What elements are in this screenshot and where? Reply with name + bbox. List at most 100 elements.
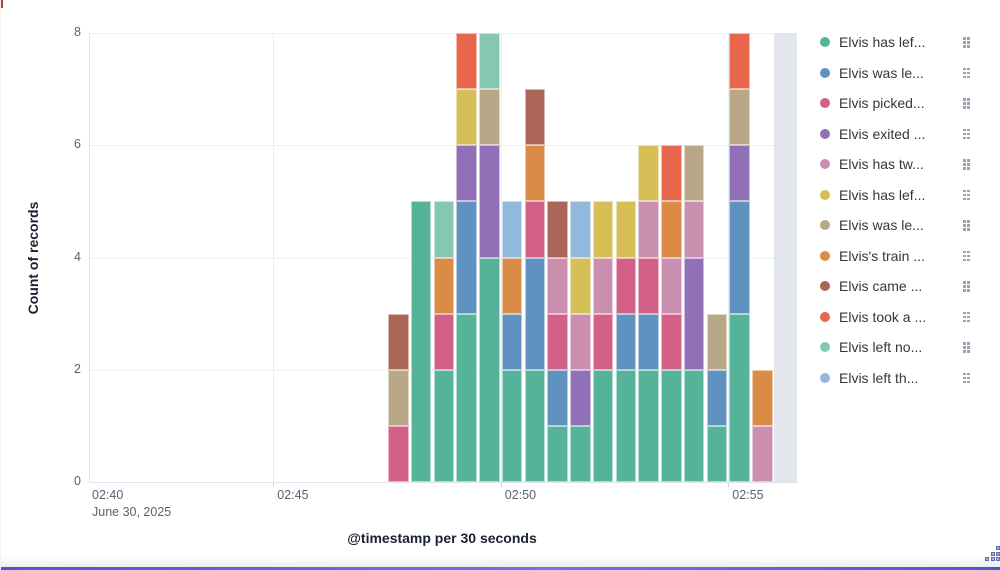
legend-item[interactable]: Elvis left th... — [813, 363, 975, 394]
legend-item[interactable]: Elvis was le... — [813, 58, 975, 89]
resize-handle-icon[interactable] — [985, 546, 1000, 562]
legend-label[interactable]: Elvis picked... — [839, 95, 925, 112]
bar-segment[interactable] — [683, 145, 705, 202]
legend-item[interactable]: Elvis exited ... — [813, 119, 975, 150]
legend-item[interactable]: Elvis has lef... — [813, 27, 975, 58]
bar-segment[interactable] — [388, 369, 409, 426]
bar-segment[interactable] — [479, 257, 500, 482]
bar-segment[interactable] — [592, 313, 614, 370]
legend-label[interactable]: Elvis exited ... — [839, 125, 926, 142]
bar-segment[interactable] — [433, 313, 455, 370]
bar-segment[interactable] — [729, 201, 750, 314]
legend-actions-icon[interactable] — [963, 128, 973, 139]
bar-segment[interactable] — [479, 145, 500, 258]
bar-segment[interactable] — [456, 89, 477, 146]
bar-segment[interactable] — [638, 201, 659, 258]
bar-segment[interactable] — [524, 145, 546, 202]
legend-label[interactable]: Elvis's train ... — [839, 247, 925, 264]
bar-segment[interactable] — [501, 369, 523, 482]
bar-segment[interactable] — [547, 425, 568, 482]
legend-actions-icon[interactable] — [963, 342, 973, 353]
legend-item[interactable]: Elvis was le... — [813, 210, 975, 241]
bar-segment[interactable] — [524, 369, 546, 482]
legend-label[interactable]: Elvis has lef... — [839, 186, 926, 203]
bar-segment[interactable] — [661, 201, 682, 258]
legend-label[interactable]: Elvis has tw... — [839, 156, 924, 173]
bar-segment[interactable] — [592, 201, 614, 258]
bar-segment[interactable] — [683, 201, 705, 258]
bar-segment[interactable] — [729, 145, 750, 202]
bar-segment[interactable] — [501, 201, 523, 258]
bar-segment[interactable] — [570, 369, 591, 426]
bar-segment[interactable] — [683, 369, 705, 482]
bar-segment[interactable] — [388, 425, 409, 482]
legend-label[interactable]: Elvis left no... — [839, 339, 923, 356]
legend-item[interactable]: Elvis left no... — [813, 332, 975, 363]
legend-actions-icon[interactable] — [963, 37, 973, 48]
bar-segment[interactable] — [729, 313, 750, 482]
bar-segment[interactable] — [661, 369, 682, 482]
bar-segment[interactable] — [638, 145, 659, 202]
legend-actions-icon[interactable] — [963, 67, 973, 78]
bar-segment[interactable] — [547, 201, 568, 258]
bar-segment[interactable] — [456, 201, 477, 314]
bar-segment[interactable] — [729, 33, 750, 90]
legend-label[interactable]: Elvis came ... — [839, 278, 923, 295]
bar-segment[interactable] — [433, 201, 455, 258]
legend-item[interactable]: Elvis came ... — [813, 271, 975, 302]
legend-actions-icon[interactable] — [963, 311, 973, 322]
bar-segment[interactable] — [501, 313, 523, 370]
bar-segment[interactable] — [752, 369, 773, 426]
bar-segment[interactable] — [615, 257, 637, 314]
bar-segment[interactable] — [410, 201, 432, 482]
bar-segment[interactable] — [615, 201, 637, 258]
bar-segment[interactable] — [570, 313, 591, 370]
bar-segment[interactable] — [479, 89, 500, 146]
bar-segment[interactable] — [661, 313, 682, 370]
legend-label[interactable]: Elvis left th... — [839, 369, 919, 386]
bar-segment[interactable] — [524, 257, 546, 370]
bar-segment[interactable] — [456, 145, 477, 202]
legend-actions-icon[interactable] — [963, 98, 973, 109]
bar-segment[interactable] — [683, 257, 705, 370]
legend-item[interactable]: Elvis has tw... — [813, 149, 975, 180]
bar-segment[interactable] — [752, 425, 773, 482]
bar-segment[interactable] — [638, 313, 659, 370]
bar-segment[interactable] — [592, 257, 614, 314]
legend-item[interactable]: Elvis has lef... — [813, 180, 975, 211]
bar-segment[interactable] — [729, 89, 750, 146]
bar-segment[interactable] — [524, 201, 546, 258]
bar-segment[interactable] — [706, 369, 728, 426]
legend-actions-icon[interactable] — [963, 220, 973, 231]
bar-segment[interactable] — [433, 369, 455, 482]
legend-actions-icon[interactable] — [963, 372, 973, 383]
bar-segment[interactable] — [524, 89, 546, 146]
legend-label[interactable]: Elvis was le... — [839, 64, 924, 81]
legend-label[interactable]: Elvis took a ... — [839, 308, 927, 325]
bar-segment[interactable] — [433, 257, 455, 314]
bar-segment[interactable] — [479, 33, 500, 90]
bar-segment[interactable] — [706, 313, 728, 370]
bar-segment[interactable] — [388, 313, 409, 370]
bar-segment[interactable] — [501, 257, 523, 314]
legend-actions-icon[interactable] — [963, 281, 973, 292]
bar-segment[interactable] — [547, 369, 568, 426]
legend-actions-icon[interactable] — [963, 159, 973, 170]
legend-item[interactable]: Elvis's train ... — [813, 241, 975, 272]
bar-segment[interactable] — [547, 257, 568, 314]
bar-segment[interactable] — [456, 33, 477, 90]
legend-item[interactable]: Elvis picked... — [813, 88, 975, 119]
legend-actions-icon[interactable] — [963, 250, 973, 261]
bar-segment[interactable] — [615, 313, 637, 370]
bar-segment[interactable] — [570, 201, 591, 258]
bar-segment[interactable] — [661, 145, 682, 202]
bar-segment[interactable] — [638, 369, 659, 482]
legend-item[interactable]: Elvis took a ... — [813, 302, 975, 333]
bar-segment[interactable] — [615, 369, 637, 482]
bar-segment[interactable] — [592, 369, 614, 482]
bar-segment[interactable] — [570, 425, 591, 482]
bar-segment[interactable] — [547, 313, 568, 370]
bar-segment[interactable] — [661, 257, 682, 314]
legend-label[interactable]: Elvis was le... — [839, 217, 924, 234]
bar-segment[interactable] — [706, 425, 728, 482]
